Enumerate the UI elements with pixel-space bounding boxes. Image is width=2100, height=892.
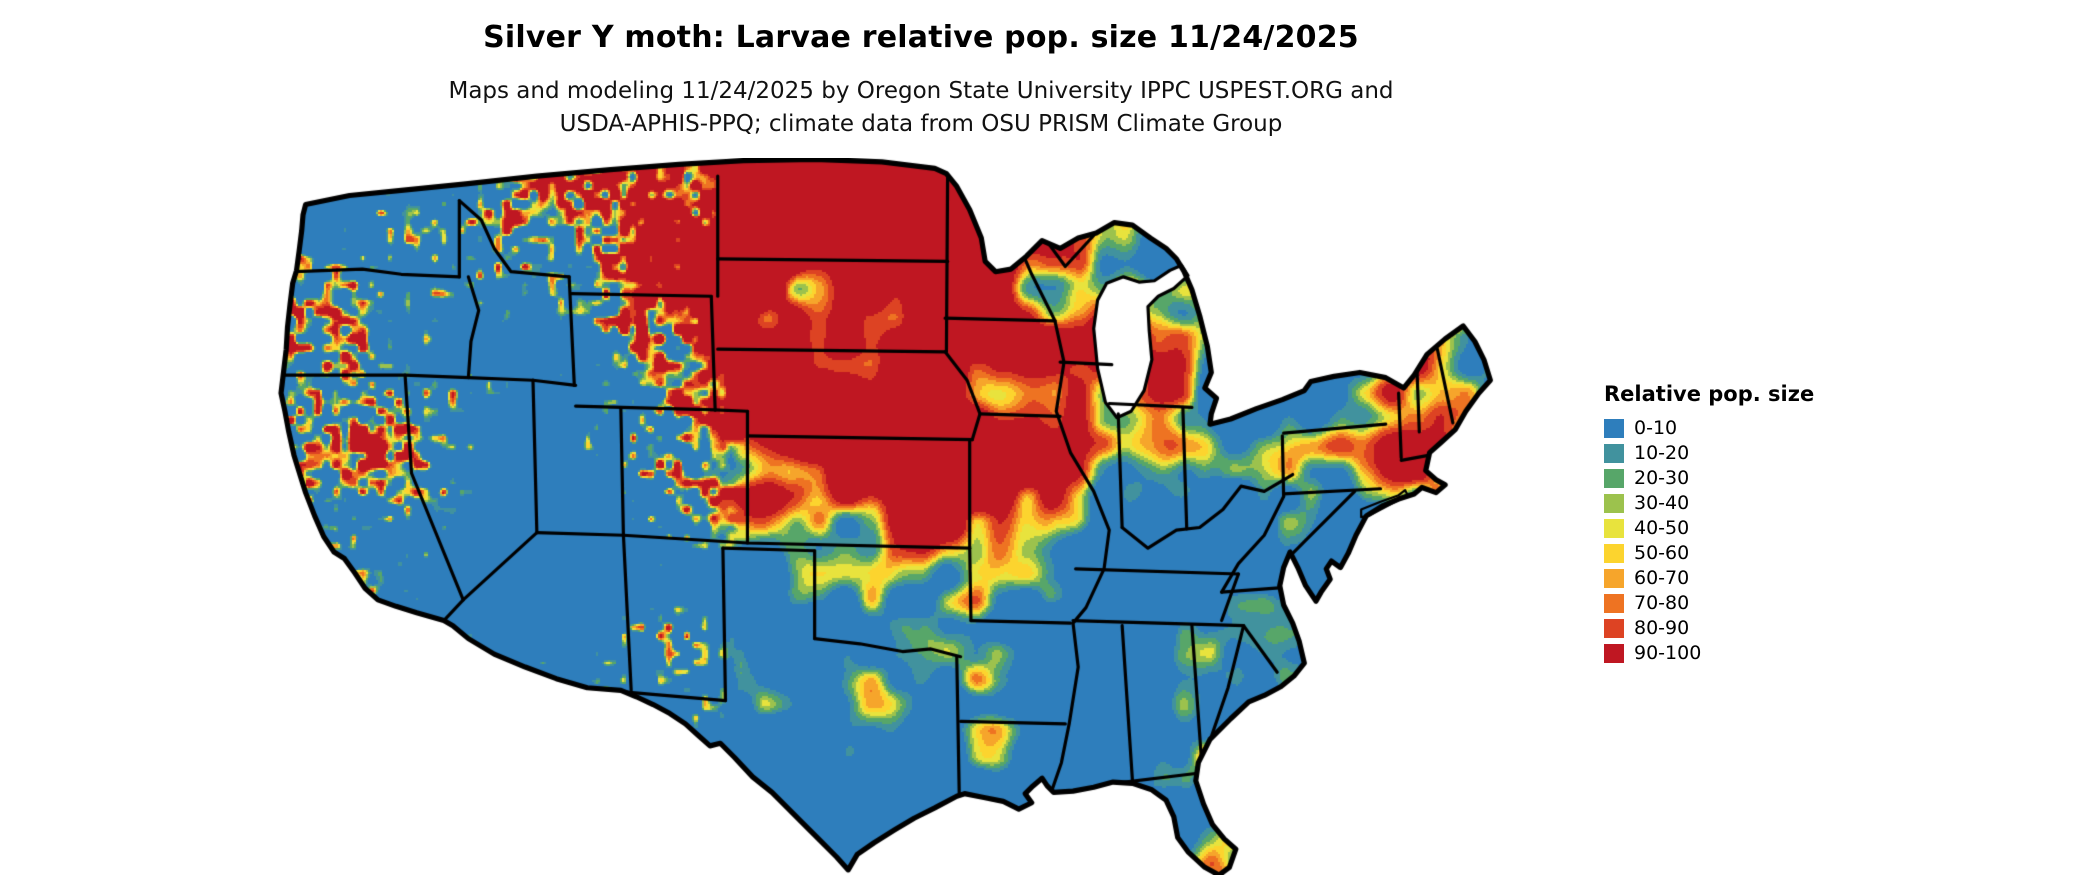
legend-swatch xyxy=(1604,594,1624,613)
legend-label: 0-10 xyxy=(1634,417,1678,439)
legend-label: 80-90 xyxy=(1634,617,1690,639)
legend-label: 60-70 xyxy=(1634,567,1690,589)
legend-swatch xyxy=(1604,644,1624,663)
legend-label: 20-30 xyxy=(1634,467,1690,489)
legend-row: 30-40 xyxy=(1604,491,1814,516)
legend-label: 70-80 xyxy=(1634,592,1690,614)
legend-row: 40-50 xyxy=(1604,516,1814,541)
us-population-map xyxy=(272,158,1564,875)
legend-label: 40-50 xyxy=(1634,517,1690,539)
figure-subtitle-line2: USDA-APHIS-PPQ; climate data from OSU PR… xyxy=(559,110,1283,137)
legend-swatch xyxy=(1604,494,1624,513)
legend-swatch xyxy=(1604,444,1624,463)
legend-items: 0-10 10-20 20-30 30-40 40-50 xyxy=(1604,416,1814,666)
legend-row: 10-20 xyxy=(1604,441,1814,466)
legend-row: 80-90 xyxy=(1604,616,1814,641)
legend-row: 50-60 xyxy=(1604,541,1814,566)
figure-title: Silver Y moth: Larvae relative pop. size… xyxy=(483,20,1359,55)
legend-row: 0-10 xyxy=(1604,416,1814,441)
legend-row: 60-70 xyxy=(1604,566,1814,591)
legend-label: 90-100 xyxy=(1634,642,1702,664)
legend-swatch xyxy=(1604,619,1624,638)
legend-row: 70-80 xyxy=(1604,591,1814,616)
legend-swatch xyxy=(1604,419,1624,438)
map-legend: Relative pop. size 0-10 10-20 20-30 30-4… xyxy=(1604,382,1814,666)
legend-swatch xyxy=(1604,569,1624,588)
legend-swatch xyxy=(1604,519,1624,538)
legend-row: 20-30 xyxy=(1604,466,1814,491)
legend-label: 50-60 xyxy=(1634,542,1690,564)
legend-label: 30-40 xyxy=(1634,492,1690,514)
legend-swatch xyxy=(1604,544,1624,563)
figure-subtitle-line1: Maps and modeling 11/24/2025 by Oregon S… xyxy=(448,78,1394,104)
legend-swatch xyxy=(1604,469,1624,488)
legend-title: Relative pop. size xyxy=(1604,382,1815,406)
legend-label: 10-20 xyxy=(1634,442,1690,464)
legend-row: 90-100 xyxy=(1604,641,1814,666)
figure-header: Silver Y moth: Larvae relative pop. size… xyxy=(0,20,1842,140)
